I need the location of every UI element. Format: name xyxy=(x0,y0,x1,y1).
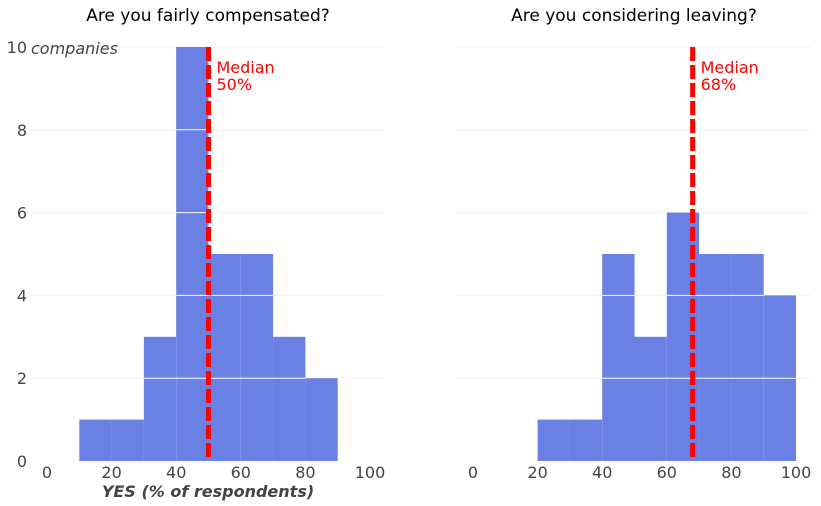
median-value-label: 68% xyxy=(701,75,737,94)
histogram-bar xyxy=(111,419,144,461)
chart-title: Are you fairly compensated? xyxy=(86,6,330,26)
chart-title: Are you considering leaving? xyxy=(511,6,757,26)
panel-considering-leaving: Are you considering leaving? 0 20 40 60 80 10… xyxy=(457,6,811,482)
histogram-bar xyxy=(699,254,732,461)
y-tick-label: 10 xyxy=(7,38,27,57)
y-unit-label: companies xyxy=(31,39,118,58)
y-tick-label: 8 xyxy=(17,121,27,140)
histogram-bar xyxy=(602,254,635,461)
histogram-bar xyxy=(208,254,241,461)
x-tick-label: 100 xyxy=(781,463,812,482)
median-value-label: 50% xyxy=(217,75,253,94)
histogram-bar xyxy=(273,336,306,461)
y-tick-label: 2 xyxy=(17,369,27,388)
x-tick-label: 100 xyxy=(355,463,386,482)
histogram-bar xyxy=(731,254,764,461)
y-tick-label: 6 xyxy=(17,204,27,223)
histogram-bar xyxy=(569,419,603,461)
histogram-bar xyxy=(176,47,209,461)
histogram-bar xyxy=(143,336,177,461)
x-tick-label: 0 xyxy=(42,463,52,482)
y-tick-label: 4 xyxy=(17,286,27,305)
x-tick-label: 20 xyxy=(527,463,547,482)
y-tick-label: 0 xyxy=(17,452,27,471)
median-label: Median xyxy=(217,58,275,77)
histogram-bar xyxy=(79,419,112,461)
panel-fairly-compensated: Are you fairly compensated? 0 2 4 6 8 10 0 20 4… xyxy=(7,6,386,501)
x-tick-label: 80 xyxy=(721,463,741,482)
x-tick-label: 40 xyxy=(166,463,186,482)
x-tick-label: 60 xyxy=(231,463,251,482)
x-tick-label: 80 xyxy=(295,463,315,482)
x-tick-label: 40 xyxy=(592,463,612,482)
median-label: Median xyxy=(701,58,759,77)
x-tick-label: 60 xyxy=(657,463,677,482)
histogram-bar xyxy=(634,336,667,461)
histogram-bar xyxy=(537,419,570,461)
x-axis-label: YES (% of respondents) xyxy=(102,482,314,501)
x-tick-label: 20 xyxy=(101,463,121,482)
histogram-bar xyxy=(305,378,338,461)
histogram-bar xyxy=(240,254,274,461)
x-tick-label: 0 xyxy=(468,463,478,482)
